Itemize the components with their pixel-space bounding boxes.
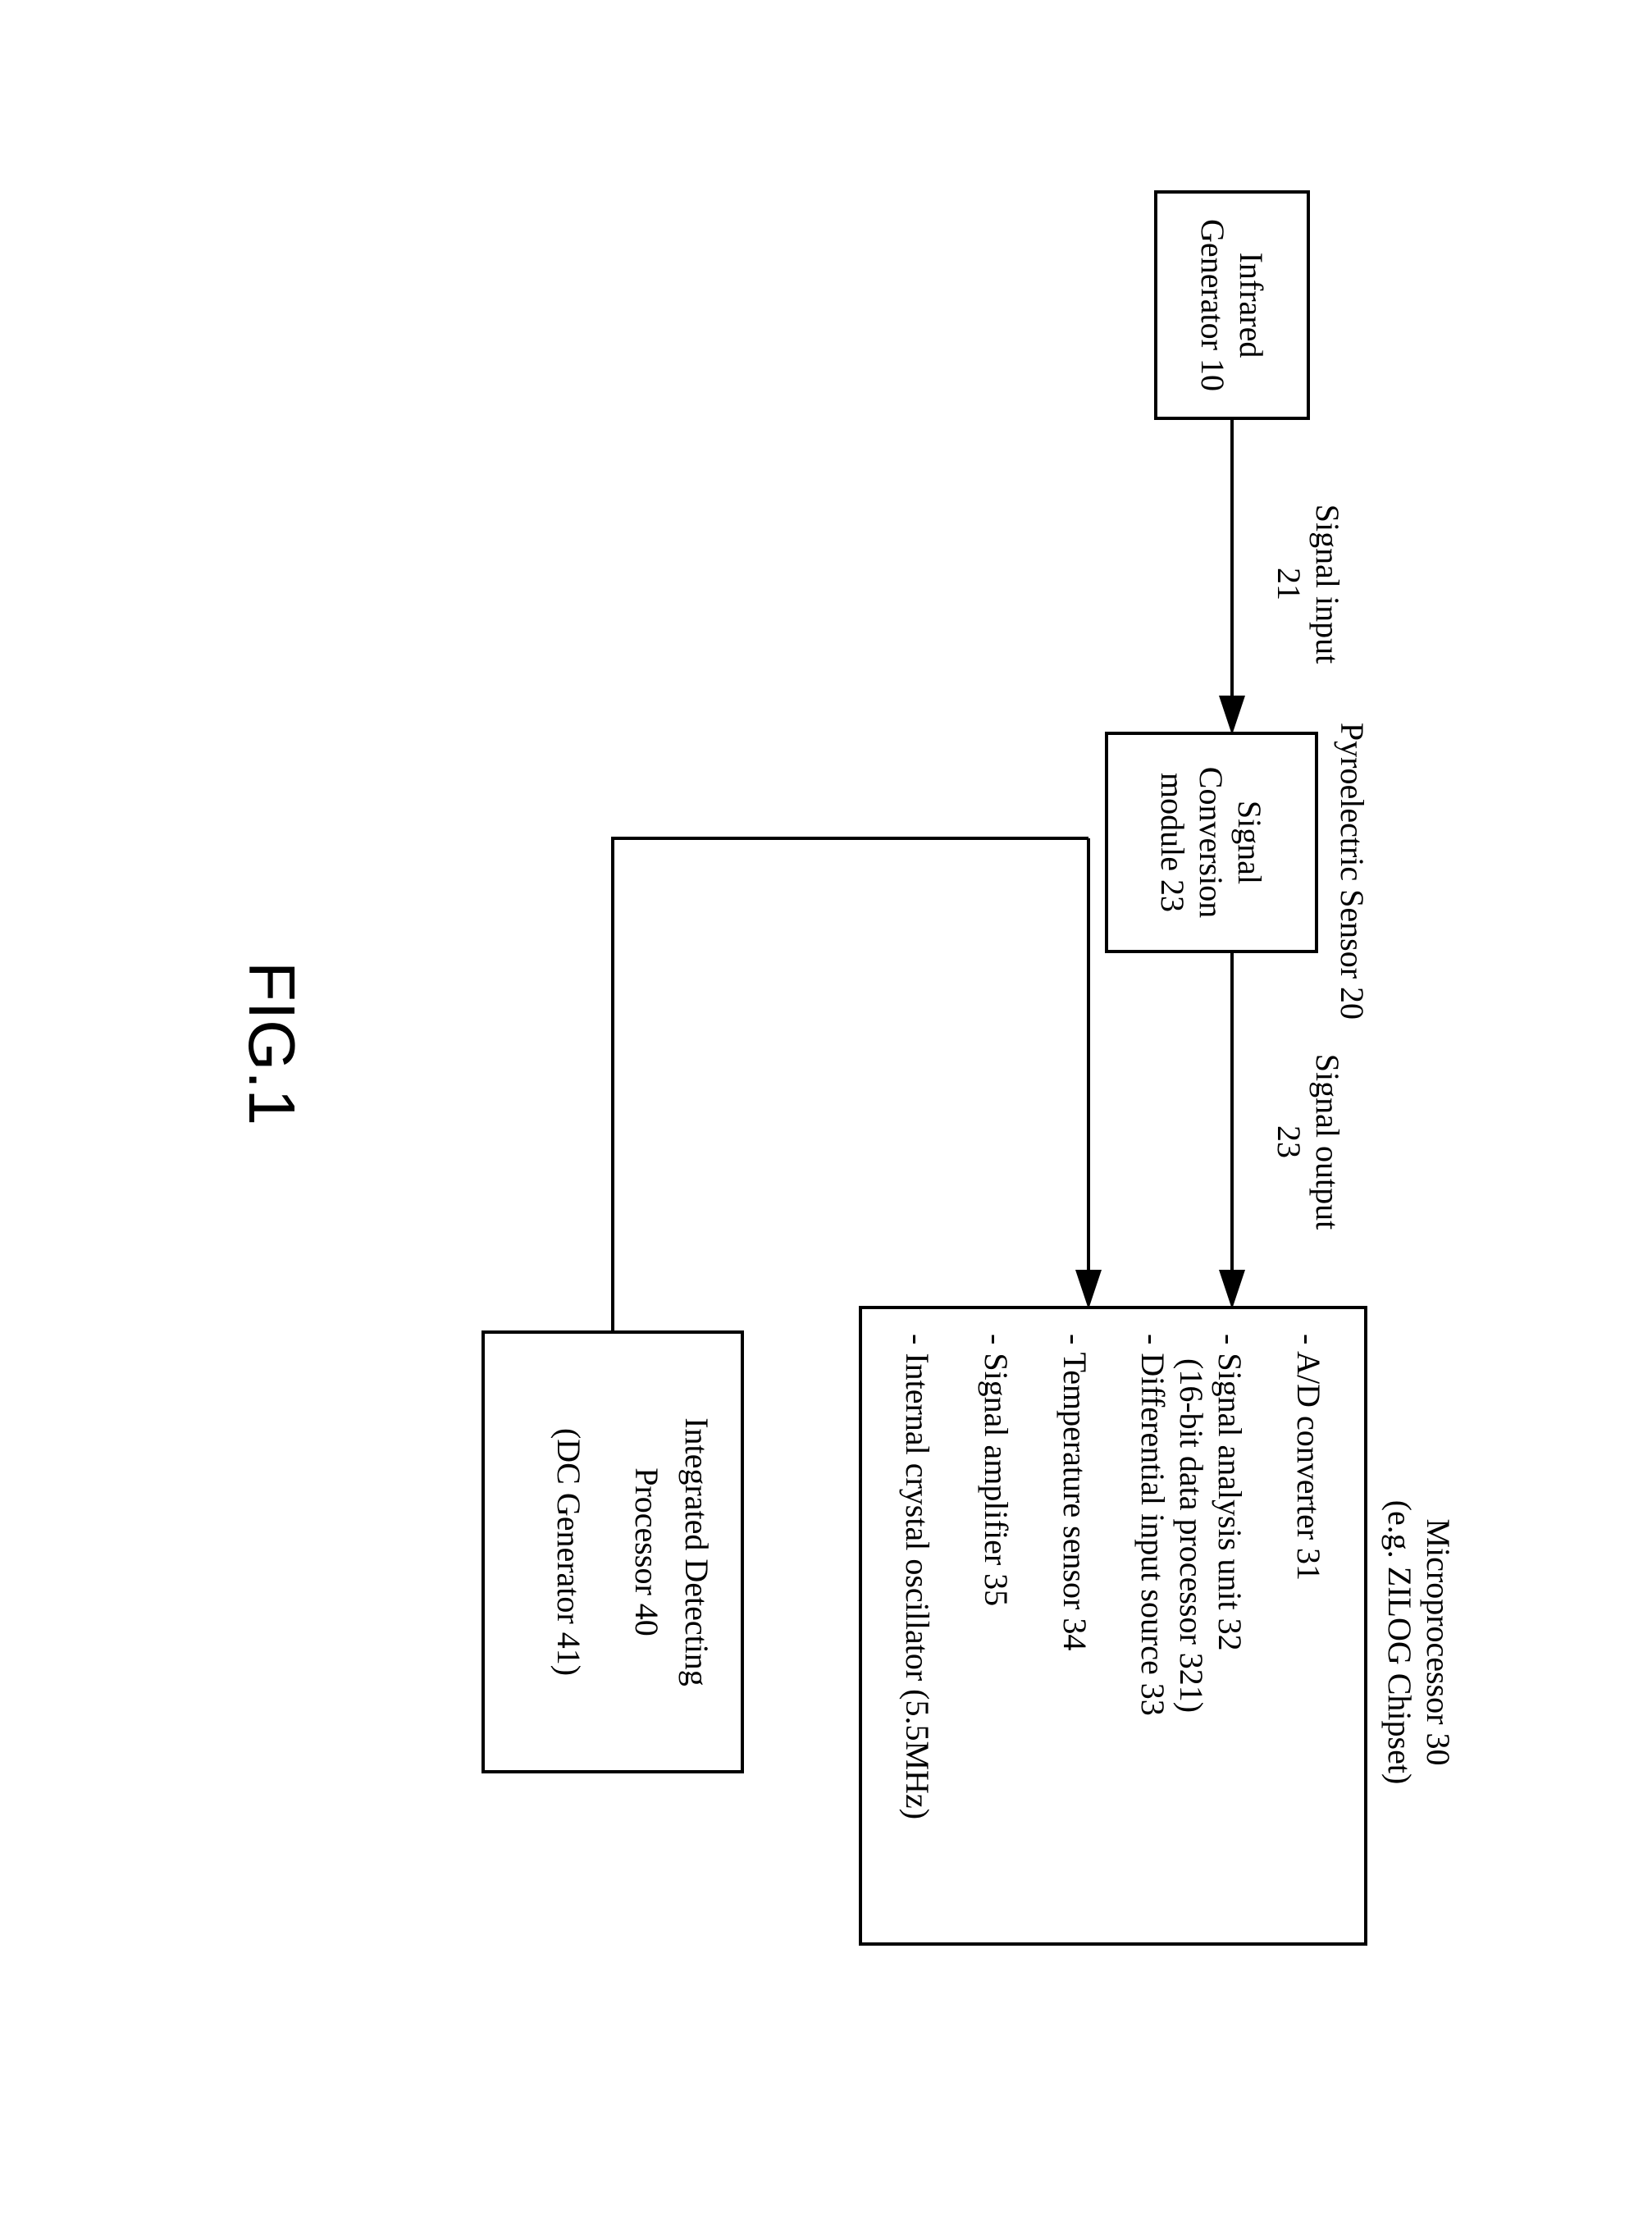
microprocessor-box: - A/D converter 31 - Signal analysis uni… — [859, 1306, 1367, 1946]
micro-item-sau: - Signal analysis unit 32 — [1211, 1309, 1249, 1942]
micro-item-temp: - Temperature sensor 34 — [1056, 1309, 1094, 1942]
diagram-canvas: Infrared Generator 10 Signal input 21 Py… — [129, 125, 1523, 2093]
micro-item-amp: - Signal amplifier 35 — [977, 1309, 1015, 1942]
signal-conv-line1: Signal — [1231, 801, 1270, 884]
micro-item-sau-sub: (16-bit data processor 321) — [1172, 1309, 1211, 1942]
signal-output-line2: 23 — [1270, 1019, 1308, 1265]
integrated-line2: Processor 40 — [627, 1467, 666, 1636]
micro-item-osc: - Internal crystal oscillator (5.5MHz) — [898, 1309, 937, 1942]
micro-header-1: Microprocessor 30 — [1419, 1355, 1458, 1929]
micro-item-adc: - A/D converter 31 — [1289, 1309, 1328, 1942]
signal-input-line1: Signal input — [1308, 477, 1347, 691]
integrated-detecting-box: Integrated Detecting Processor 40 (DC Ge… — [481, 1330, 744, 1773]
micro-header-2: (e.g. ZILOG Chipset) — [1380, 1355, 1419, 1929]
integrated-line1: Integrated Detecting — [678, 1417, 716, 1686]
figure-label: FIG.1 — [234, 961, 309, 1125]
signal-output-line1: Signal output — [1308, 1019, 1347, 1265]
infrared-generator-box: Infrared Generator 10 — [1154, 190, 1310, 420]
infrared-line1: Infrared — [1232, 253, 1271, 358]
signal-conv-line2: Conversion — [1193, 767, 1231, 918]
signal-input-line2: 21 — [1270, 477, 1308, 691]
pyroelectric-sensor-label: Pyroelectric Sensor 20 — [1333, 699, 1371, 1043]
signal-output-label: Signal output 23 — [1270, 1019, 1347, 1265]
microprocessor-header: Microprocessor 30 (e.g. ZILOG Chipset) — [1380, 1355, 1458, 1929]
integrated-line3: (DC Generator 41) — [550, 1428, 588, 1676]
infrared-line2: Generator 10 — [1193, 219, 1232, 391]
signal-input-label: Signal input 21 — [1270, 477, 1347, 691]
signal-conv-line3: module 23 — [1154, 773, 1193, 912]
micro-item-diff: - Differential input source 33 — [1134, 1309, 1172, 1942]
line-integrated-to-micro — [613, 838, 1088, 1330]
signal-conversion-box: Signal Conversion module 23 — [1105, 732, 1318, 953]
